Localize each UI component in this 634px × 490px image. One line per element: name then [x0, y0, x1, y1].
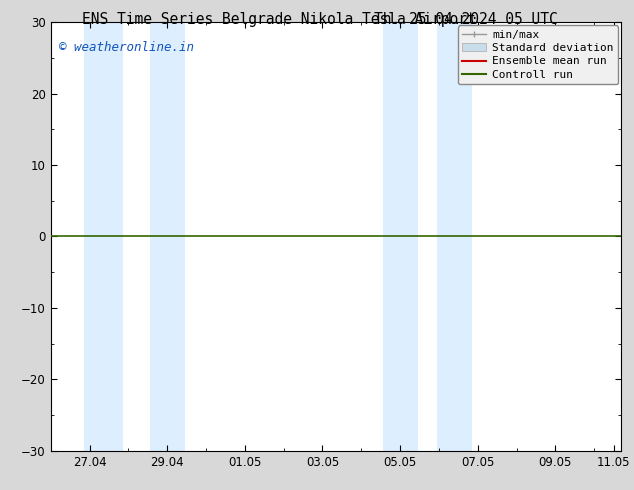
Legend: min/max, Standard deviation, Ensemble mean run, Controll run: min/max, Standard deviation, Ensemble me… [458, 25, 618, 84]
Bar [150, 22, 184, 451]
Bar [84, 22, 122, 451]
Bar [437, 22, 472, 451]
Text: Th. 25.04.2024 05 UTC: Th. 25.04.2024 05 UTC [374, 12, 558, 27]
Text: ENS Time Series Belgrade Nikola Tesla Airport: ENS Time Series Belgrade Nikola Tesla Ai… [82, 12, 476, 27]
Text: © weatheronline.in: © weatheronline.in [59, 41, 194, 54]
Bar [382, 22, 418, 451]
